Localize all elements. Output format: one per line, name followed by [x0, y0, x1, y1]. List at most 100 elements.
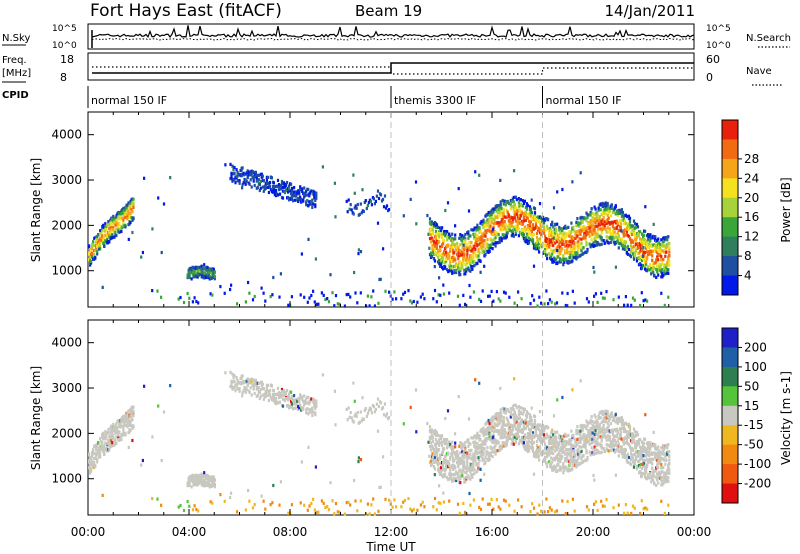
power-cell: [233, 165, 236, 170]
power-cell: [571, 259, 574, 263]
power-cell: [527, 219, 531, 223]
velocity-cell: [434, 442, 438, 446]
velocity-cell: [434, 445, 438, 449]
power-cell: [466, 243, 469, 247]
velocity-cell: [568, 438, 571, 442]
power-cell: [556, 240, 559, 244]
velocity-cell: [579, 461, 582, 465]
power-cell: [458, 303, 461, 307]
power-cell: [301, 189, 304, 193]
power-cell: [455, 268, 458, 272]
velocity-cell: [240, 376, 243, 380]
velocity-cell: [258, 396, 261, 401]
velocity-cell: [299, 396, 302, 400]
velocity-cell: [433, 456, 437, 460]
power-cell: [468, 283, 471, 288]
velocity-cell: [117, 433, 120, 437]
power-cell: [658, 262, 661, 266]
power-cell: [233, 178, 236, 182]
velocity-cell: [303, 394, 306, 398]
power-cell: [622, 221, 625, 226]
power-cell: [203, 263, 206, 267]
power-cell: [587, 221, 590, 225]
power-cell: [388, 290, 391, 294]
power-cell: [570, 242, 573, 246]
velocity-cell: [451, 453, 454, 457]
velocity-cell: [542, 423, 545, 427]
power-cell: [522, 216, 525, 220]
velocity-cell: [108, 438, 111, 442]
power-cell: [483, 221, 486, 225]
velocity-cell: [121, 433, 124, 438]
power-cell: [631, 248, 635, 252]
velocity-cell: [534, 428, 538, 432]
power-cell: [455, 270, 458, 275]
power-cell: [130, 204, 133, 208]
power-cell: [452, 259, 455, 263]
power-cell: [510, 205, 513, 209]
power-cell: [644, 205, 647, 209]
power-cell: [663, 239, 666, 243]
velocity-cell: [509, 415, 512, 419]
velocity-cell: [448, 463, 451, 467]
velocity-cell: [575, 432, 578, 436]
power-cell: [285, 189, 288, 193]
power-cell: [232, 168, 235, 172]
velocity-cell: [538, 450, 541, 454]
power-cell: [93, 244, 96, 248]
power-cell: [573, 301, 576, 305]
power-cell: [118, 230, 121, 234]
power-cell: [107, 220, 110, 224]
power-cell: [527, 236, 531, 240]
power-cell: [474, 251, 477, 255]
power-cell: [102, 223, 105, 227]
power-cell: [403, 290, 407, 294]
velocity-cell: [110, 433, 113, 437]
velocity-cell: [313, 401, 316, 405]
power-cell: [664, 254, 667, 258]
power-cell: [508, 218, 511, 222]
power-cell: [254, 170, 257, 174]
power-cell: [382, 247, 385, 251]
power-cell: [234, 181, 237, 185]
power-cell: [666, 238, 669, 242]
velocity-cell: [563, 468, 566, 472]
power-cell: [594, 240, 597, 244]
power-cell: [557, 244, 560, 249]
power-cell: [631, 296, 635, 300]
power-cell: [478, 251, 481, 255]
velocity-cell: [310, 410, 313, 414]
power-cell: [593, 244, 596, 248]
power-cell: [443, 239, 446, 243]
velocity-cell: [549, 446, 552, 450]
power-cell: [454, 237, 457, 241]
power-cell: [373, 202, 376, 206]
power-cell: [272, 186, 275, 190]
velocity-cell: [538, 454, 541, 458]
velocity-cell: [109, 436, 112, 440]
velocity-cell: [543, 451, 546, 455]
power-cell: [516, 222, 519, 227]
power-cell: [501, 224, 504, 228]
power-cell: [563, 260, 566, 264]
power-cell: [442, 267, 445, 271]
power-cell: [550, 233, 553, 237]
velocity-cell: [229, 370, 232, 374]
power-cell: [442, 242, 445, 246]
power-cell: [207, 270, 210, 274]
power-cell: [592, 241, 595, 245]
power-cell: [517, 234, 520, 238]
power-cell: [473, 235, 476, 239]
power-cell: [502, 290, 506, 294]
power-cell: [459, 243, 462, 247]
power-cell: [605, 230, 608, 234]
power-cell: [635, 259, 639, 263]
power-cell: [644, 264, 647, 268]
power-cell: [444, 261, 447, 265]
velocity-cell: [554, 431, 557, 435]
power-cell: [630, 232, 634, 237]
power-cell: [571, 180, 574, 184]
power-cell: [582, 251, 585, 255]
power-cell: [593, 270, 596, 274]
power-cell: [595, 243, 598, 247]
